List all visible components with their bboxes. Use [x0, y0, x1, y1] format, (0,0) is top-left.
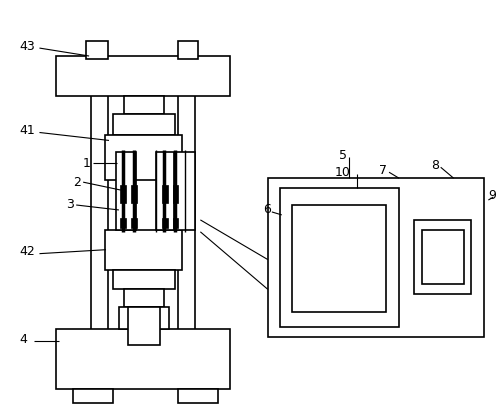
Bar	[119, 307, 168, 329]
Bar	[105, 136, 182, 180]
Text: 3: 3	[66, 199, 74, 212]
Text: 41: 41	[20, 124, 35, 137]
Bar	[113, 114, 174, 136]
Bar	[120, 218, 126, 228]
Text: 1: 1	[83, 157, 91, 170]
Text: 9: 9	[487, 188, 495, 201]
Bar	[413, 220, 470, 294]
Text: 8: 8	[430, 159, 438, 172]
Bar	[161, 185, 167, 203]
Bar	[131, 218, 136, 228]
Bar	[155, 152, 173, 230]
Bar	[175, 152, 195, 230]
Bar	[124, 289, 163, 307]
Bar	[120, 185, 126, 203]
Text: 5: 5	[339, 149, 347, 162]
Bar	[279, 188, 398, 327]
Bar	[56, 56, 229, 96]
Bar	[73, 389, 113, 403]
Bar	[86, 41, 108, 59]
Bar	[268, 178, 483, 337]
Bar	[161, 218, 167, 228]
Bar	[178, 41, 198, 59]
Bar	[56, 329, 229, 389]
Text: 6: 6	[263, 204, 270, 217]
Bar	[291, 205, 385, 312]
Bar	[131, 185, 136, 203]
Text: 10: 10	[334, 166, 350, 179]
Bar	[113, 269, 174, 289]
Bar	[421, 230, 462, 284]
Text: 2: 2	[73, 176, 81, 189]
Bar	[105, 230, 182, 269]
Text: 7: 7	[378, 164, 386, 177]
Bar	[172, 218, 178, 228]
Bar	[172, 185, 178, 203]
Bar	[178, 389, 218, 403]
Text: 42: 42	[20, 245, 35, 258]
Bar	[124, 96, 163, 114]
Text: 4: 4	[20, 333, 28, 346]
Text: 43: 43	[20, 39, 35, 53]
Bar	[116, 152, 136, 230]
Bar	[128, 307, 159, 345]
